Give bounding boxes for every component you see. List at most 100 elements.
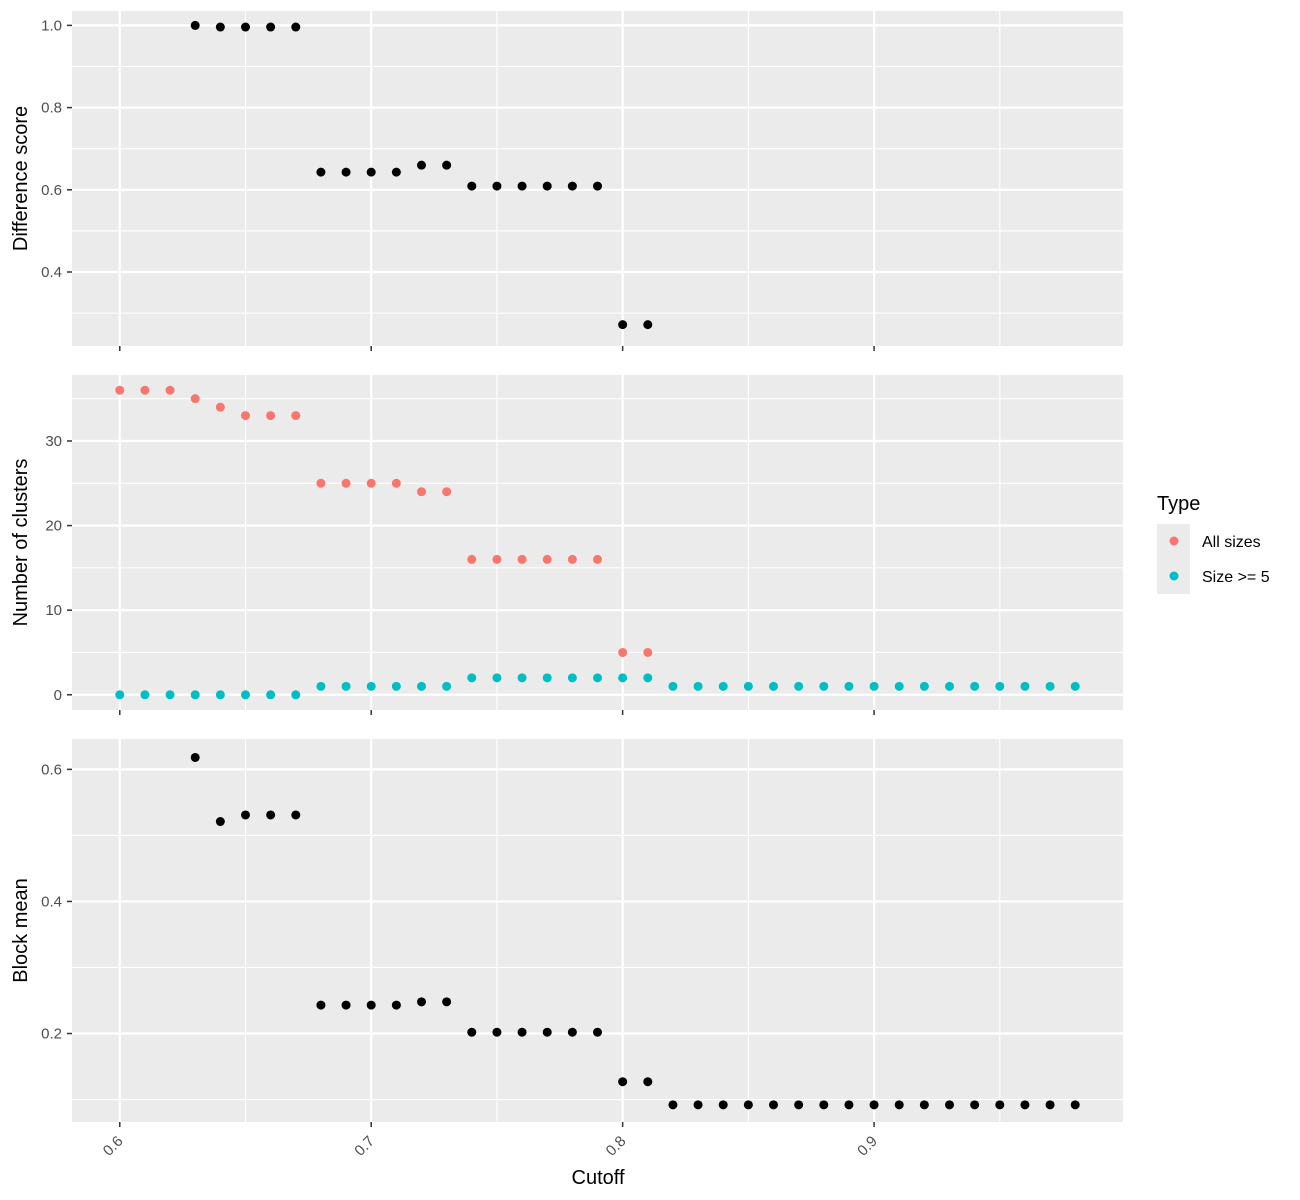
data-point (718, 681, 728, 691)
data-point (593, 673, 602, 683)
y-tick-label: 0.4 (41, 264, 62, 281)
data-point (919, 1100, 929, 1110)
data-point (769, 1100, 779, 1110)
data-point (416, 681, 426, 691)
data-point (718, 1100, 728, 1110)
data-point (341, 1000, 351, 1010)
data-point (416, 997, 426, 1007)
x-tick-label: 0.7 (351, 1133, 378, 1160)
y-tick-label: 0.6 (41, 761, 62, 778)
data-point (844, 681, 854, 691)
data-point (240, 22, 250, 32)
series-difference (190, 20, 653, 330)
data-point (492, 181, 502, 191)
data-point (593, 181, 602, 191)
legend-title: Type (1157, 493, 1200, 515)
data-point (743, 681, 753, 691)
data-point (743, 1100, 753, 1110)
data-point (517, 673, 527, 683)
data-point (442, 487, 452, 497)
panel-clusters: 0 10 20 30 Number of clusters (10, 375, 1123, 715)
data-point (391, 478, 401, 488)
legend-key-all-sizes (1169, 536, 1179, 546)
data-point (618, 647, 628, 657)
data-point (391, 167, 401, 177)
data-point (919, 681, 929, 691)
data-point (341, 478, 351, 488)
data-point (291, 411, 301, 421)
data-point (894, 681, 904, 691)
data-point (970, 1100, 980, 1110)
y-tick-label: 1.0 (41, 17, 62, 34)
y-tick-label: 30 (45, 433, 62, 450)
data-point (215, 402, 225, 412)
data-point (291, 810, 301, 820)
data-point (819, 681, 829, 691)
panel-background (72, 375, 1123, 710)
data-point (693, 1100, 703, 1110)
data-point (140, 385, 150, 395)
data-point (542, 554, 552, 564)
x-tick-label: 0.6 (100, 1133, 127, 1160)
data-point (366, 478, 376, 488)
y-tick-label: 0.4 (41, 893, 62, 910)
data-point (517, 1027, 527, 1037)
data-point (366, 681, 376, 691)
data-point (215, 690, 225, 700)
panel-difference: 0.4 0.6 0.8 1.0 Difference score (10, 11, 1123, 351)
legend-label-size-5: Size >= 5 (1202, 569, 1270, 586)
panel-block-mean: 0.2 0.4 0.6 Block mean 0.6 0.7 0.8 0.9 (10, 739, 1123, 1160)
series-block-mean (190, 752, 1080, 1110)
data-point (240, 810, 250, 820)
data-point (215, 22, 225, 32)
data-point (442, 681, 452, 691)
data-point (517, 554, 527, 564)
y-axis-title-difference: Difference score (10, 106, 32, 251)
data-point (1045, 1100, 1055, 1110)
y-tick-label: 20 (45, 518, 62, 535)
data-point (215, 817, 225, 827)
data-point (643, 320, 653, 330)
data-point (618, 1077, 628, 1087)
y-tick-label: 0.2 (41, 1026, 62, 1043)
y-tick-label: 0.8 (41, 100, 62, 117)
data-point (542, 673, 552, 683)
data-point (240, 411, 250, 421)
data-point (391, 681, 401, 691)
data-point (115, 690, 125, 700)
data-point (844, 1100, 854, 1110)
x-tick-label: 0.8 (603, 1133, 630, 1160)
data-point (1020, 681, 1030, 691)
data-point (517, 181, 527, 191)
data-point (115, 385, 125, 395)
data-point (769, 681, 779, 691)
data-point (945, 681, 955, 691)
data-point (1020, 1100, 1030, 1110)
data-point (618, 320, 628, 330)
data-point (567, 554, 577, 564)
data-point (668, 1100, 678, 1110)
data-point (190, 20, 200, 30)
x-axis-title: Cutoff (572, 1167, 625, 1189)
data-point (668, 681, 678, 691)
data-point (492, 1027, 502, 1037)
data-point (190, 690, 200, 700)
data-point (945, 1100, 955, 1110)
data-point (894, 1100, 904, 1110)
y-tick-label: 10 (45, 602, 62, 619)
data-point (240, 690, 250, 700)
data-point (467, 181, 477, 191)
data-point (492, 673, 502, 683)
y-tick-label: 0 (54, 687, 62, 704)
legend-label-all-sizes: All sizes (1202, 534, 1261, 551)
data-point (291, 22, 301, 32)
data-point (366, 167, 376, 177)
data-point (567, 673, 577, 683)
data-point (643, 1077, 653, 1087)
data-point (341, 681, 351, 691)
data-point (165, 385, 175, 395)
data-point (190, 394, 200, 404)
data-point (316, 167, 326, 177)
data-point (291, 690, 301, 700)
